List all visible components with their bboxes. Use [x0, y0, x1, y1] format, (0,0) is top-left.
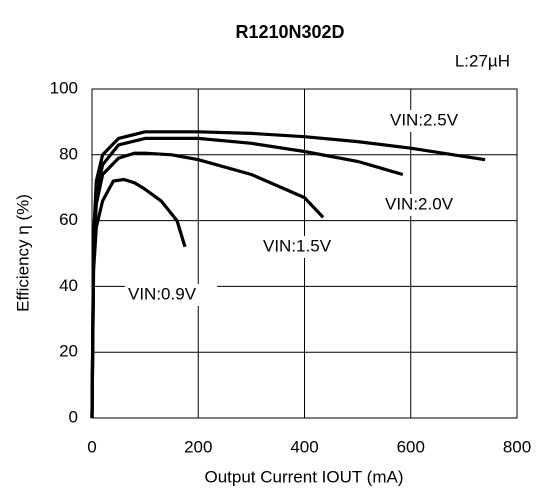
y-tick-label: 40 — [59, 276, 78, 295]
x-tick-label: 200 — [184, 437, 212, 456]
series-label: VIN:0.9V — [128, 284, 197, 303]
chart-subtitle: L:27µH — [455, 51, 510, 70]
x-tick-label: 800 — [503, 437, 531, 456]
series-label-bg — [382, 194, 474, 216]
x-tick-label: 600 — [397, 437, 425, 456]
y-tick-label: 0 — [69, 407, 78, 426]
y-axis-label: Efficiency η (%) — [13, 194, 32, 312]
y-tick-label: 100 — [50, 78, 78, 97]
series-label: VIN:2.5V — [390, 110, 459, 129]
series-line — [90, 151, 325, 419]
series-label-bg — [125, 284, 217, 306]
y-tick-label: 80 — [59, 144, 78, 163]
x-tick-label: 0 — [87, 437, 96, 456]
series-label: VIN:2.0V — [385, 194, 454, 213]
series-label-bg — [260, 236, 352, 258]
x-axis-label: Output Current IOUT (mA) — [204, 467, 403, 486]
series-label: VIN:1.5V — [263, 236, 332, 255]
series-label-bg — [387, 110, 479, 132]
y-tick-label: 60 — [59, 210, 78, 229]
series-line — [90, 130, 486, 419]
x-tick-label: 400 — [290, 437, 318, 456]
series-line — [90, 136, 404, 419]
series-line — [90, 177, 187, 419]
y-tick-label: 20 — [59, 342, 78, 361]
chart-title: R1210N302D — [235, 22, 344, 42]
